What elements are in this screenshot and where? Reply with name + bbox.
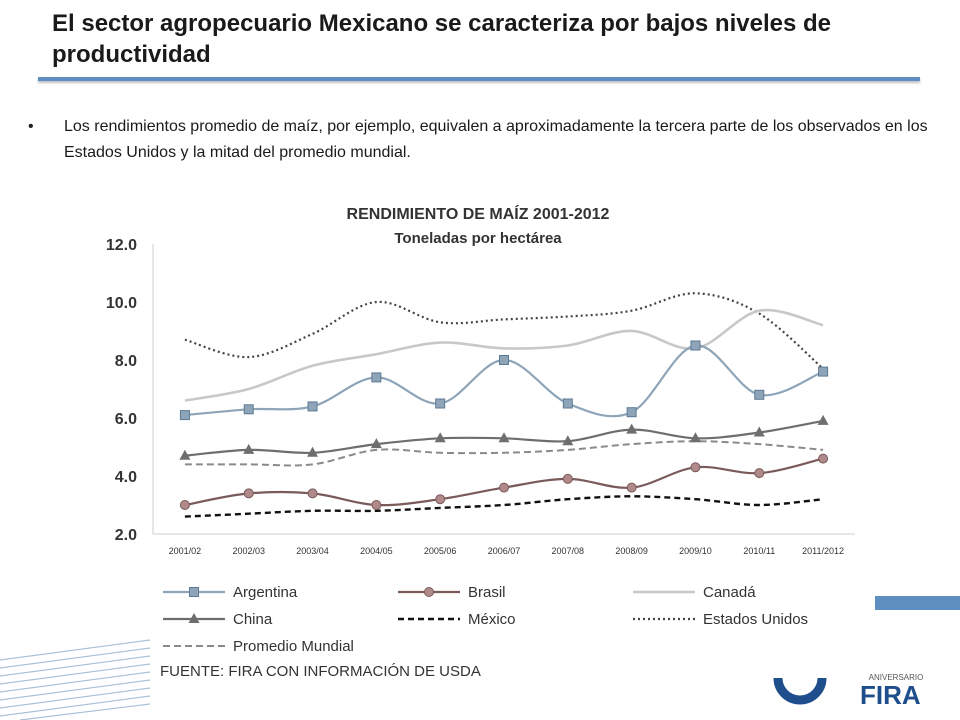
bullet-marker: •: [28, 118, 34, 135]
y-tick-label: 8.0: [115, 353, 137, 370]
y-tick-label: 2.0: [115, 527, 137, 544]
data-point-argentina: [818, 366, 829, 377]
legend-label-usa: Estados Unidos: [703, 611, 808, 628]
data-point-argentina: [179, 410, 190, 421]
chart-title: RENDIMIENTO DE MAÍZ 2001-2012: [347, 204, 610, 223]
slide-title: El sector agropecuario Mexicano se carac…: [52, 10, 831, 68]
data-point-argentina: [435, 398, 446, 409]
x-tick-label: 2002/03: [232, 546, 265, 556]
chart-legend: Argentina Brasil Canadá China México Estados …: [163, 584, 808, 655]
data-point-china: [626, 423, 638, 434]
data-point-brasil: [818, 453, 829, 464]
legend-label-argentina: Argentina: [233, 584, 298, 601]
data-point-brasil: [435, 494, 446, 505]
logo-small-text: ANIVERSARIO: [869, 673, 924, 682]
title-underline: [38, 77, 920, 81]
y-tick-label: 4.0: [115, 469, 137, 486]
x-tick-label: 2011/2012: [802, 546, 844, 556]
data-point-argentina: [243, 404, 254, 415]
data-point-china: [817, 414, 829, 425]
data-point-brasil: [243, 488, 254, 499]
data-point-argentina: [307, 401, 318, 412]
data-point-argentina: [562, 398, 573, 409]
x-tick-label: 2009/10: [679, 546, 712, 556]
decorative-blue-bar: [875, 596, 960, 610]
legend-marker-argentina: [189, 587, 199, 597]
legend-label-mexico: México: [468, 611, 516, 628]
data-point-brasil: [754, 468, 765, 479]
data-point-brasil: [499, 482, 509, 493]
data-point-brasil: [562, 473, 573, 484]
x-tick-label: 2010/11: [743, 546, 775, 556]
y-tick-label: 10.0: [106, 295, 137, 312]
data-point-argentina: [499, 355, 509, 365]
series-line-mexico: [184, 495, 824, 518]
data-point-china: [434, 432, 446, 443]
logo-arc: [773, 677, 827, 705]
y-tick-label: 6.0: [115, 411, 137, 428]
data-point-argentina: [626, 407, 637, 418]
legend-label-brasil: Brasil: [468, 584, 506, 601]
data-point-china: [689, 432, 701, 443]
source-note: FUENTE: FIRA CON INFORMACIÓN DE USDA: [160, 663, 481, 680]
legend-label-china: China: [233, 611, 273, 628]
x-tick-label: 2006/07: [488, 546, 521, 556]
legend-label-canada: Canadá: [703, 584, 756, 601]
data-point-china: [498, 432, 510, 443]
data-point-argentina: [371, 372, 382, 383]
data-point-brasil: [690, 462, 701, 473]
data-point-china: [370, 438, 382, 449]
series-line-brasil: [184, 457, 824, 507]
data-point-china: [753, 426, 765, 437]
data-point-argentina: [754, 389, 765, 400]
logo-text: FIRA: [860, 680, 921, 710]
x-tick-label: 2003/04: [296, 546, 329, 556]
data-point-brasil: [179, 500, 190, 510]
data-point-china: [243, 443, 255, 454]
data-point-brasil: [307, 488, 318, 499]
x-tick-label: 2005/06: [424, 546, 457, 556]
bullet-text: Los rendimientos promedio de maíz, por e…: [64, 118, 928, 161]
legend-marker-china: [188, 613, 200, 623]
x-tick-label: 2008/09: [615, 546, 648, 556]
chart-subtitle: Toneladas por hectárea: [394, 230, 562, 247]
y-tick-label: 12.0: [106, 237, 137, 254]
data-point-china: [179, 449, 191, 460]
data-point-china: [562, 435, 574, 446]
data-point-brasil: [626, 482, 637, 493]
fira-logo: ANIVERSARIO FIRA: [773, 673, 924, 710]
data-point-china: [307, 446, 319, 457]
data-point-argentina: [690, 340, 701, 351]
data-point-brasil: [371, 500, 382, 510]
series-line-mundial: [184, 440, 824, 467]
plot-area: 12.0 10.0 8.0 6.0 4.0 2.0 2001/02 2002/03 2003/0…: [106, 237, 855, 556]
x-tick-label: 2004/05: [360, 546, 393, 556]
legend-label-mundial: Promedio Mundial: [233, 638, 354, 655]
legend-marker-brasil: [424, 587, 434, 597]
x-tick-label: 2007/08: [552, 546, 585, 556]
x-tick-label: 2001/02: [169, 546, 202, 556]
series-line-canada: [184, 308, 824, 402]
